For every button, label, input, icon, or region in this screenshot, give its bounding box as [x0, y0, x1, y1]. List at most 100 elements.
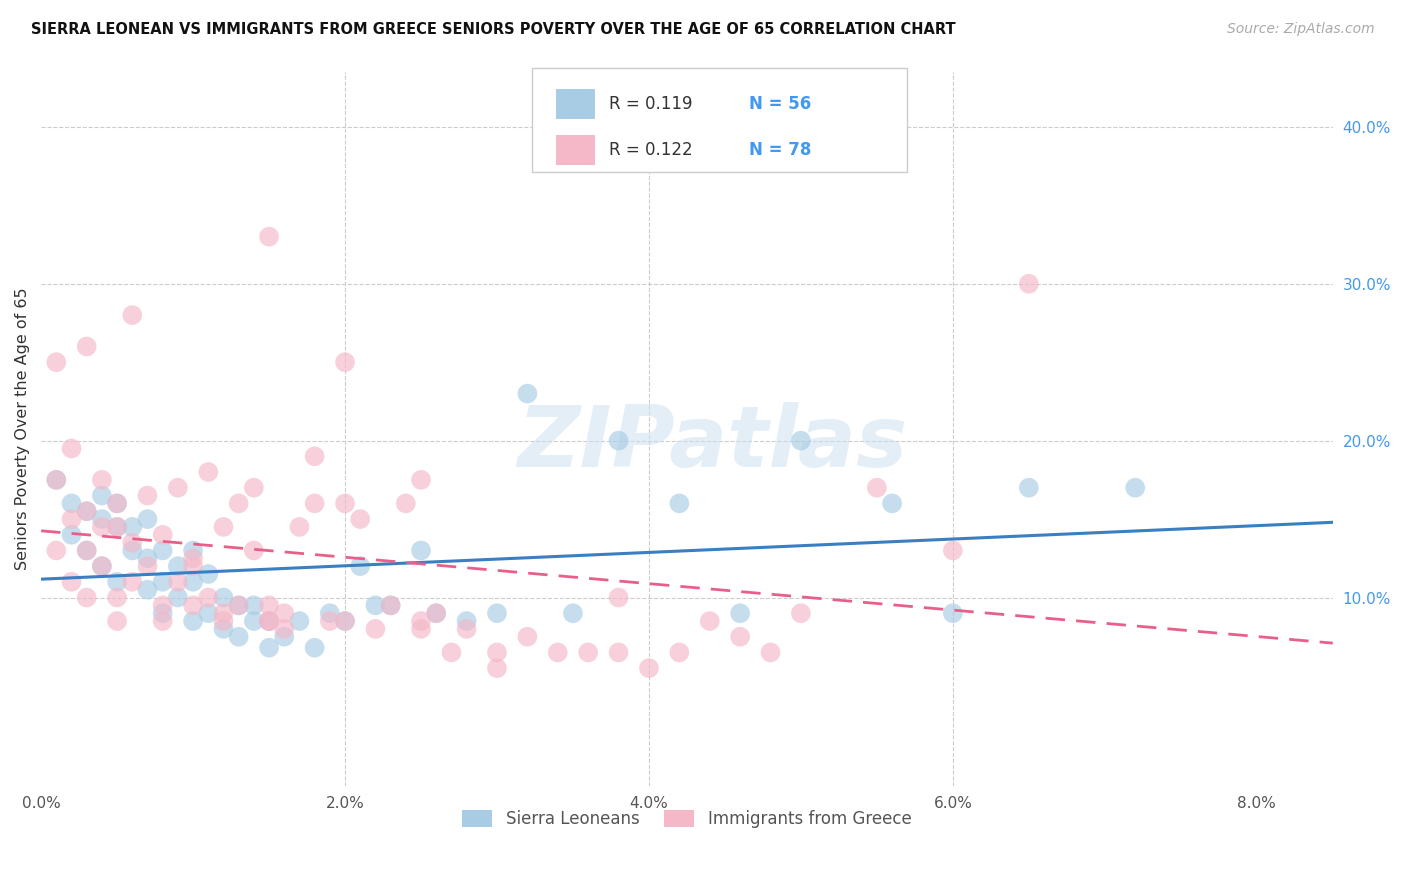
Point	[243, 614, 266, 628]
Point	[60, 528, 83, 542]
Point	[121, 520, 143, 534]
Point	[257, 640, 280, 655]
Point	[333, 614, 356, 628]
Point	[638, 661, 661, 675]
Point	[790, 606, 813, 620]
Point	[243, 543, 266, 558]
Point	[243, 599, 266, 613]
Text: SIERRA LEONEAN VS IMMIGRANTS FROM GREECE SENIORS POVERTY OVER THE AGE OF 65 CORR: SIERRA LEONEAN VS IMMIGRANTS FROM GREECE…	[31, 22, 956, 37]
Point	[759, 645, 782, 659]
Point	[90, 520, 112, 534]
Point	[152, 528, 174, 542]
Point	[152, 543, 174, 558]
FancyBboxPatch shape	[557, 136, 595, 166]
Point	[866, 481, 889, 495]
Point	[790, 434, 813, 448]
Point	[607, 434, 630, 448]
Point	[121, 308, 143, 322]
Point	[273, 630, 295, 644]
Point	[409, 614, 432, 628]
Point	[181, 543, 204, 558]
Point	[152, 606, 174, 620]
Point	[485, 645, 508, 659]
Legend: Sierra Leoneans, Immigrants from Greece: Sierra Leoneans, Immigrants from Greece	[456, 803, 918, 835]
Text: R = 0.119: R = 0.119	[609, 95, 693, 113]
Point	[60, 442, 83, 456]
Text: R = 0.122: R = 0.122	[609, 142, 693, 160]
Point	[90, 489, 112, 503]
Point	[105, 591, 128, 605]
Point	[136, 551, 159, 566]
Point	[121, 535, 143, 549]
Point	[425, 606, 447, 620]
Point	[485, 606, 508, 620]
Point	[728, 630, 751, 644]
Point	[167, 591, 190, 605]
Point	[60, 496, 83, 510]
Text: Source: ZipAtlas.com: Source: ZipAtlas.com	[1227, 22, 1375, 37]
Point	[167, 574, 190, 589]
Point	[60, 574, 83, 589]
Point	[257, 614, 280, 628]
Point	[440, 645, 463, 659]
Point	[105, 520, 128, 534]
Point	[380, 599, 402, 613]
Point	[333, 614, 356, 628]
Point	[136, 559, 159, 574]
Point	[167, 481, 190, 495]
Point	[228, 630, 250, 644]
Point	[181, 574, 204, 589]
Text: ZIPatlas: ZIPatlas	[517, 401, 908, 484]
Point	[333, 355, 356, 369]
Point	[181, 551, 204, 566]
Point	[76, 543, 98, 558]
Point	[364, 599, 387, 613]
Point	[136, 512, 159, 526]
Point	[45, 473, 67, 487]
Point	[197, 591, 219, 605]
Point	[668, 645, 690, 659]
Point	[257, 599, 280, 613]
Point	[90, 559, 112, 574]
Point	[121, 543, 143, 558]
Point	[257, 614, 280, 628]
Point	[45, 543, 67, 558]
Point	[607, 645, 630, 659]
Point	[45, 355, 67, 369]
Point	[76, 504, 98, 518]
Point	[105, 574, 128, 589]
Point	[197, 465, 219, 479]
Point	[288, 520, 311, 534]
Point	[105, 496, 128, 510]
Point	[152, 599, 174, 613]
Point	[349, 559, 371, 574]
Point	[273, 606, 295, 620]
Point	[380, 599, 402, 613]
Point	[409, 473, 432, 487]
Point	[181, 559, 204, 574]
Point	[181, 599, 204, 613]
Text: N = 56: N = 56	[749, 95, 811, 113]
Point	[699, 614, 721, 628]
Point	[349, 512, 371, 526]
Text: N = 78: N = 78	[749, 142, 811, 160]
Point	[228, 496, 250, 510]
Point	[212, 622, 235, 636]
FancyBboxPatch shape	[557, 89, 595, 119]
Point	[136, 489, 159, 503]
Point	[76, 591, 98, 605]
Point	[90, 473, 112, 487]
Point	[1018, 481, 1040, 495]
Point	[304, 640, 326, 655]
Point	[409, 543, 432, 558]
Y-axis label: Seniors Poverty Over the Age of 65: Seniors Poverty Over the Age of 65	[15, 287, 30, 570]
Point	[136, 582, 159, 597]
Point	[257, 614, 280, 628]
Point	[105, 520, 128, 534]
Point	[485, 661, 508, 675]
Point	[121, 574, 143, 589]
Point	[304, 450, 326, 464]
Point	[304, 496, 326, 510]
Point	[228, 599, 250, 613]
Point	[257, 229, 280, 244]
